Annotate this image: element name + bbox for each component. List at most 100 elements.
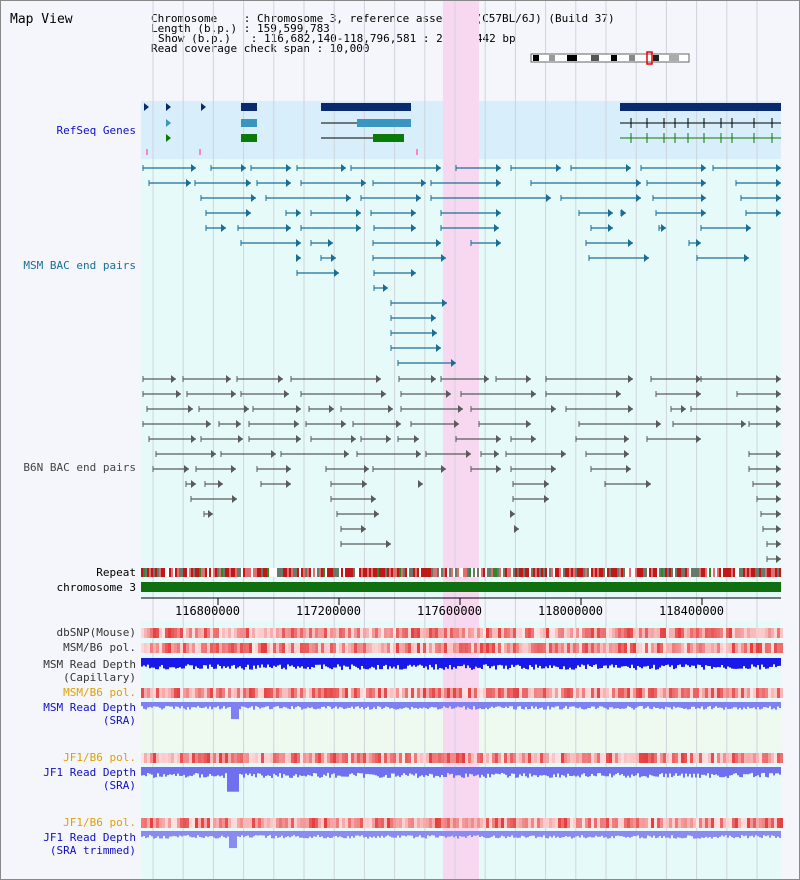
repeat-feature xyxy=(629,568,631,577)
depth-bar xyxy=(171,658,173,668)
depth-bar xyxy=(299,767,301,776)
bac-end xyxy=(526,420,531,428)
depth-bar xyxy=(229,658,231,669)
repeat-feature xyxy=(457,568,459,577)
repeat-feature xyxy=(763,568,765,577)
depth-bar xyxy=(145,767,147,777)
depth-bar xyxy=(169,831,171,837)
heat-cell xyxy=(735,688,738,698)
heat-cell xyxy=(342,818,345,828)
depth-bar xyxy=(471,702,473,710)
depth-bar xyxy=(691,658,693,666)
depth-bar xyxy=(409,702,411,710)
heat-cell xyxy=(174,643,177,653)
repeat-feature xyxy=(353,568,355,577)
repeat-feature xyxy=(217,568,219,577)
depth-bar xyxy=(225,702,227,709)
depth-bar xyxy=(695,658,697,669)
repeat-feature xyxy=(589,568,591,577)
repeat-feature xyxy=(615,568,617,577)
repeat-feature xyxy=(533,568,535,577)
depth-bar xyxy=(737,658,739,669)
depth-bar xyxy=(675,831,677,839)
repeat-feature xyxy=(535,568,537,577)
repeat-feature xyxy=(435,568,437,577)
repeat-feature xyxy=(667,568,669,577)
depth-bar xyxy=(183,658,185,669)
heat-cell xyxy=(441,643,444,653)
depth-bar xyxy=(681,658,683,667)
repeat-feature xyxy=(389,568,391,577)
depth-bar xyxy=(293,767,295,776)
heat-cell xyxy=(654,628,657,638)
depth-bar xyxy=(397,767,399,776)
depth-bar xyxy=(599,658,601,669)
heat-cell xyxy=(447,628,450,638)
heat-cell xyxy=(657,643,660,653)
heat-cell xyxy=(210,818,213,828)
repeat-feature xyxy=(461,568,463,577)
depth-bar xyxy=(467,658,469,666)
depth-bar xyxy=(269,767,271,776)
depth-bar xyxy=(579,767,581,778)
depth-bar xyxy=(611,658,613,665)
depth-bar xyxy=(389,702,391,709)
heat-cell xyxy=(669,688,672,698)
depth-bar xyxy=(173,767,175,775)
depth-bar xyxy=(365,658,367,670)
depth-bar xyxy=(413,702,415,709)
heat-cell xyxy=(189,753,192,763)
heat-cell xyxy=(576,628,579,638)
bac-end xyxy=(356,224,361,232)
heat-cell xyxy=(345,753,348,763)
heat-cell xyxy=(207,753,210,763)
depth-bar xyxy=(323,702,325,707)
depth-bar xyxy=(505,831,507,839)
heat-cell xyxy=(447,688,450,698)
heat-cell xyxy=(264,643,267,653)
depth-bar xyxy=(519,702,521,707)
track-label-repeat: Repeat xyxy=(96,566,136,579)
heat-cell xyxy=(513,643,516,653)
depth-bar xyxy=(503,702,505,708)
depth-bar xyxy=(693,831,695,839)
heat-cell xyxy=(483,818,486,828)
heat-cell xyxy=(192,753,195,763)
heat-cell xyxy=(285,688,288,698)
heat-cell xyxy=(351,753,354,763)
heat-cell xyxy=(555,818,558,828)
track-label-refseq[interactable]: RefSeq Genes xyxy=(56,124,136,137)
depth-bar xyxy=(421,702,423,709)
heat-cell xyxy=(708,818,711,828)
heat-cell xyxy=(393,643,396,653)
heat-cell xyxy=(198,628,201,638)
depth-bar xyxy=(237,702,239,720)
depth-bar xyxy=(769,658,771,667)
repeat-feature xyxy=(177,568,179,577)
heat-cell xyxy=(291,753,294,763)
bac-end xyxy=(294,420,299,428)
bac-end xyxy=(329,405,334,413)
depth-bar xyxy=(767,658,769,669)
heat-cell xyxy=(588,643,591,653)
depth-bar xyxy=(287,831,289,837)
repeat-feature xyxy=(697,568,699,577)
heat-cell xyxy=(768,753,771,763)
heat-cell xyxy=(486,628,489,638)
heat-cell xyxy=(204,643,207,653)
depth-bar xyxy=(761,767,763,774)
depth-bar xyxy=(243,702,245,707)
heat-cell xyxy=(312,643,315,653)
heat-cell xyxy=(642,818,645,828)
depth-bar xyxy=(703,658,705,670)
depth-bar xyxy=(329,702,331,707)
heat-cell xyxy=(453,628,456,638)
heat-cell xyxy=(261,753,264,763)
depth-bar xyxy=(233,831,235,849)
heat-cell xyxy=(354,753,357,763)
bac-end xyxy=(626,465,631,473)
heat-cell xyxy=(567,818,570,828)
heat-cell xyxy=(720,753,723,763)
depth-bar xyxy=(429,702,431,708)
